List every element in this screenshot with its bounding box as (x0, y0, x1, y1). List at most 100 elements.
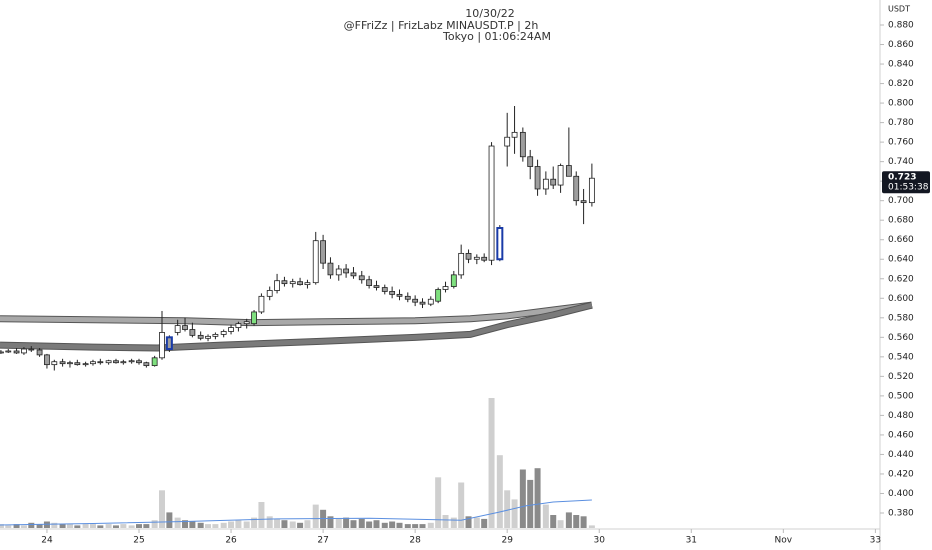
last-price-box (882, 171, 930, 194)
candle-body (519, 131, 526, 158)
candle-body (327, 262, 334, 276)
candle-body (412, 298, 419, 303)
volume-bar (534, 468, 541, 528)
volume-bar (458, 482, 465, 528)
x-tick-label: 30 (594, 536, 606, 546)
candle-body (565, 165, 572, 177)
candle-body (182, 325, 188, 330)
y-tick-label: 0.400 (888, 489, 914, 499)
candle-body (97, 361, 104, 364)
volume-bar (511, 499, 518, 528)
volume-bar (481, 518, 488, 528)
candle-body (481, 256, 488, 261)
volume-bar (550, 515, 557, 528)
volume-bar (519, 469, 526, 528)
y-tick-label: 0.580 (888, 313, 914, 323)
plot (0, 106, 595, 528)
volume-bar (228, 521, 235, 528)
volume-bar (504, 490, 511, 528)
volume-bar (588, 525, 595, 528)
band-line (0, 302, 593, 326)
candle-body (174, 325, 181, 333)
y-tick-label: 0.880 (888, 21, 914, 31)
candle-body (534, 166, 541, 190)
candle-body (143, 362, 150, 367)
volume-bar (0, 524, 4, 528)
candle-body (136, 360, 142, 364)
candle-body (274, 280, 280, 291)
volume-bar (97, 525, 104, 528)
volume-bar (335, 518, 342, 528)
volume-bar (43, 521, 50, 528)
y-tick-label: 0.500 (888, 391, 914, 401)
volume-ma-line (0, 499, 592, 526)
volume-bar (120, 524, 127, 528)
y-tick-label: 0.420 (888, 469, 914, 479)
volume-bar (573, 515, 580, 528)
header-date: 10/30/22 (465, 7, 514, 20)
volume-bar (304, 520, 311, 528)
y-tick-label: 0.440 (888, 450, 914, 460)
candle-body (389, 291, 396, 295)
volume-bar (5, 525, 12, 528)
volume-bar (412, 524, 419, 528)
volume-bar (59, 524, 66, 528)
y-tick-label: 0.560 (888, 333, 914, 343)
candle-body (350, 272, 357, 277)
candle-body (281, 280, 288, 285)
candle-body (220, 331, 227, 335)
candle-body (243, 321, 250, 325)
volume-bar (205, 524, 212, 528)
volume-bar (312, 504, 319, 528)
candle-body (458, 252, 465, 276)
y-tick-label: 0.840 (888, 60, 914, 70)
volume-bar (66, 524, 73, 528)
candle-body (59, 361, 66, 365)
candle-body (5, 350, 12, 353)
candle-body (235, 323, 242, 328)
volume-bar (274, 518, 281, 528)
volume-bar (266, 516, 273, 528)
volume-bar (212, 524, 219, 528)
candle-body (105, 360, 112, 364)
volume-bar (557, 520, 564, 528)
candle-body (189, 329, 196, 336)
y-tick-label: 0.760 (888, 138, 914, 148)
candle-body (228, 327, 234, 332)
y-tick-label: 0.460 (888, 430, 914, 440)
candle-body (82, 363, 89, 366)
candle-body (573, 175, 580, 202)
x-tick-label: 26 (225, 536, 237, 546)
y-tick-label: 0.660 (888, 235, 914, 245)
volume-bar (580, 516, 587, 528)
x-tick-label: 29 (501, 536, 513, 546)
last-price-label: 0.723 (888, 173, 916, 183)
candle-body (289, 281, 296, 285)
candle-body (304, 282, 311, 286)
volume-bar (373, 520, 380, 528)
candle-body (165, 336, 173, 351)
band-line (0, 302, 593, 351)
volume-bar (51, 522, 58, 528)
y-tick-label: 0.640 (888, 255, 914, 265)
candle-body (197, 334, 204, 339)
volume-bar (166, 512, 173, 528)
volume-bar (565, 512, 572, 528)
y-tick-label: 0.380 (888, 509, 914, 519)
x-tick-label: 27 (317, 536, 328, 546)
volume-bar (442, 515, 449, 528)
volume-bar (82, 524, 89, 528)
candle-body (36, 349, 43, 356)
volume-bar (13, 524, 20, 528)
volume-bar (419, 524, 426, 528)
candle-body (159, 332, 165, 359)
volume-bar (465, 516, 472, 528)
volume-bar (235, 520, 242, 528)
volume-bar (220, 522, 227, 528)
volume-bar (297, 522, 304, 528)
candle-body (381, 287, 388, 292)
candle-body (205, 335, 211, 339)
x-tick-label: 24 (41, 536, 53, 546)
volume-bar (327, 516, 334, 528)
volume-bar (89, 524, 96, 528)
